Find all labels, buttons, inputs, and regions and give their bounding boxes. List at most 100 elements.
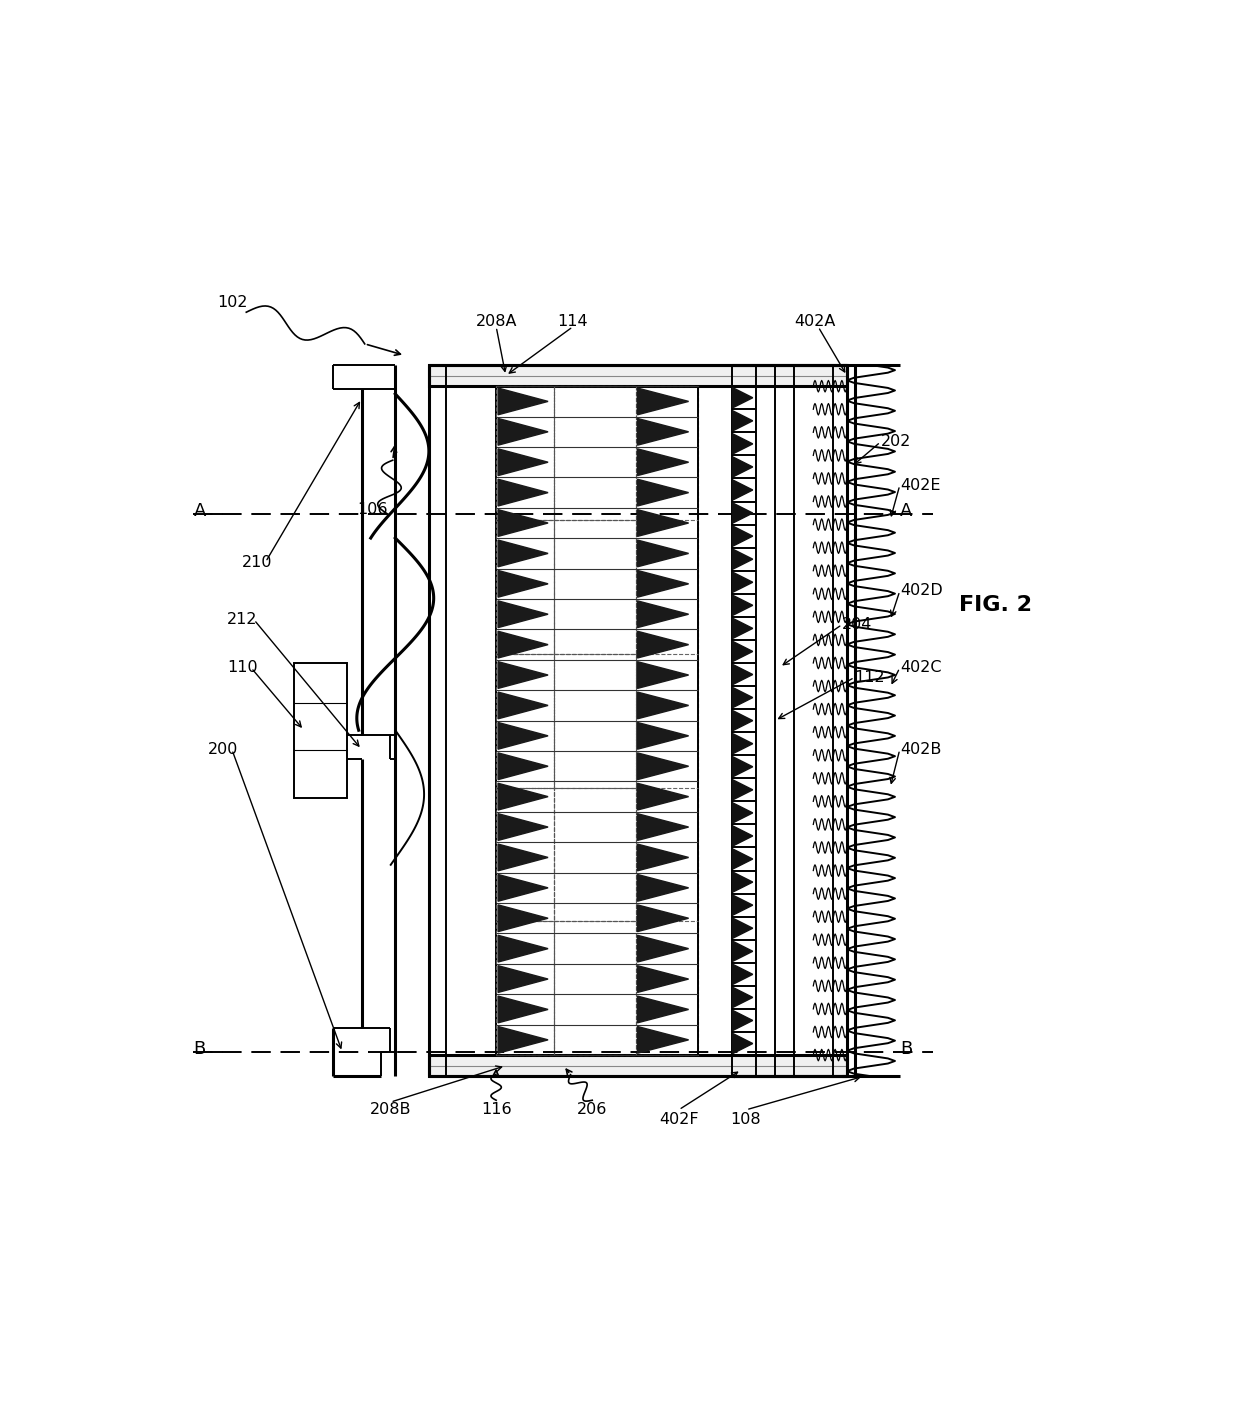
Polygon shape [733,665,753,685]
Polygon shape [733,411,753,431]
Polygon shape [498,996,548,1023]
Polygon shape [733,965,753,985]
Polygon shape [733,434,753,454]
Text: 212: 212 [227,612,258,628]
Polygon shape [637,692,688,719]
Polygon shape [637,539,688,567]
Text: 102: 102 [217,295,248,310]
Polygon shape [637,418,688,445]
Polygon shape [733,479,753,499]
Polygon shape [637,813,688,841]
Polygon shape [498,935,548,962]
Polygon shape [498,539,548,567]
Text: A: A [900,502,913,519]
Polygon shape [637,875,688,902]
Polygon shape [637,753,688,779]
Polygon shape [733,987,753,1007]
Polygon shape [498,722,548,749]
Polygon shape [733,527,753,547]
Text: 402A: 402A [794,314,836,330]
Polygon shape [498,905,548,932]
Polygon shape [733,595,753,615]
Polygon shape [733,572,753,592]
Polygon shape [498,966,548,992]
Polygon shape [637,450,688,475]
Text: 210: 210 [242,555,272,569]
Polygon shape [637,388,688,415]
Polygon shape [637,601,688,628]
Text: 402B: 402B [900,742,941,756]
Polygon shape [637,843,688,870]
Polygon shape [498,813,548,841]
Polygon shape [733,388,753,408]
Text: 112: 112 [854,669,885,685]
Polygon shape [637,905,688,932]
Polygon shape [637,1026,688,1053]
Polygon shape [498,631,548,658]
Polygon shape [733,872,753,892]
Text: FIG. 2: FIG. 2 [960,595,1033,615]
Polygon shape [637,935,688,962]
Polygon shape [498,662,548,688]
Text: 200: 200 [208,742,238,756]
Text: 208B: 208B [370,1102,412,1117]
Text: 110: 110 [227,661,258,675]
Polygon shape [637,571,688,598]
Text: B: B [193,1040,206,1059]
Polygon shape [733,688,753,708]
Text: 114: 114 [558,314,588,330]
Polygon shape [498,450,548,475]
Polygon shape [498,753,548,779]
Polygon shape [637,722,688,749]
Polygon shape [498,418,548,445]
Polygon shape [733,502,753,524]
Polygon shape [733,1010,753,1030]
Polygon shape [733,779,753,801]
Polygon shape [498,601,548,628]
Polygon shape [733,895,753,915]
Text: 116: 116 [481,1102,511,1117]
Polygon shape [733,711,753,731]
Polygon shape [637,996,688,1023]
Polygon shape [733,457,753,477]
Text: 402D: 402D [900,584,942,598]
Bar [429,1055,847,1076]
Bar [429,365,847,387]
Polygon shape [733,1033,753,1053]
Polygon shape [733,756,753,776]
Polygon shape [498,692,548,719]
Text: 402F: 402F [658,1112,698,1127]
Polygon shape [498,479,548,507]
Polygon shape [733,641,753,662]
Polygon shape [733,549,753,569]
Polygon shape [498,875,548,902]
Text: A: A [193,502,206,519]
Text: 206: 206 [577,1102,608,1117]
Polygon shape [637,509,688,537]
Polygon shape [637,662,688,688]
Polygon shape [498,509,548,537]
Polygon shape [637,479,688,507]
Polygon shape [498,571,548,598]
Polygon shape [637,783,688,811]
Polygon shape [733,942,753,962]
Polygon shape [637,966,688,992]
Text: 204: 204 [842,616,873,632]
Text: 108: 108 [730,1112,761,1127]
Polygon shape [637,631,688,658]
Polygon shape [733,826,753,846]
Text: 402C: 402C [900,661,941,675]
Polygon shape [498,843,548,870]
Polygon shape [498,1026,548,1053]
Polygon shape [733,918,753,939]
Polygon shape [498,388,548,415]
Bar [294,664,347,798]
Polygon shape [733,803,753,823]
Polygon shape [498,783,548,811]
Text: 402E: 402E [900,478,940,492]
Polygon shape [733,618,753,638]
Polygon shape [733,733,753,753]
Text: 106: 106 [357,502,387,517]
Text: 208A: 208A [475,314,517,330]
Text: B: B [900,1040,913,1059]
